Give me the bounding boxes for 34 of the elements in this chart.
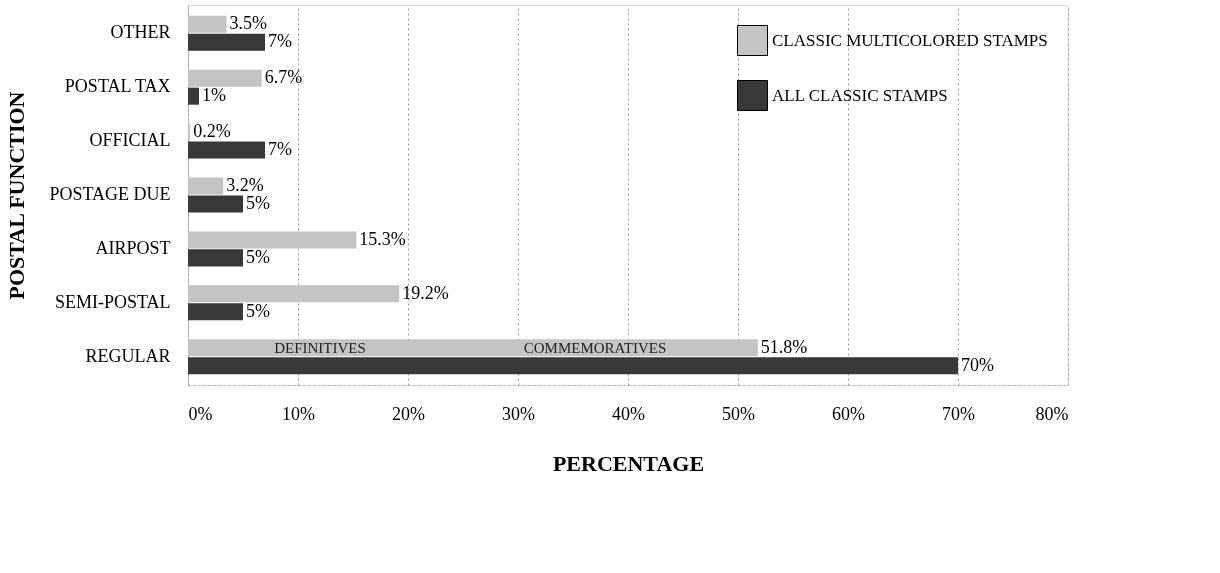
data-label: 0.2% bbox=[193, 121, 231, 142]
data-label: 7% bbox=[268, 139, 292, 160]
y-tick-label: SEMI-POSTAL bbox=[54, 291, 171, 312]
x-tick-label: 60% bbox=[832, 403, 865, 424]
x-tick-label: 40% bbox=[612, 403, 645, 424]
x-axis-title: PERCENTAGE bbox=[552, 450, 705, 476]
data-label: 5% bbox=[246, 246, 270, 267]
data-label: 19.2% bbox=[402, 282, 449, 303]
data-label: 51.8% bbox=[760, 336, 808, 357]
y-tick-label: REGULAR bbox=[85, 345, 171, 366]
y-tick-label: POSTAL TAX bbox=[64, 76, 171, 97]
annotation: COMMEMORATIVES bbox=[523, 339, 667, 356]
y-tick-label: OTHER bbox=[110, 22, 171, 43]
data-label: 1% bbox=[202, 85, 226, 106]
data-label: 15.3% bbox=[359, 228, 406, 249]
x-tick-label: 20% bbox=[392, 403, 425, 424]
legend-label: ALL CLASSIC STAMPS bbox=[772, 85, 948, 105]
data-label: 3.5% bbox=[229, 13, 267, 34]
y-tick-label: AIRPOST bbox=[95, 237, 171, 258]
legend-label: CLASSIC MULTICOLORED STAMPS bbox=[772, 30, 1048, 50]
x-tick-label: 50% bbox=[722, 403, 755, 424]
data-label: 70% bbox=[961, 354, 994, 375]
data-label: 6.7% bbox=[264, 67, 303, 88]
data-label: 5% bbox=[246, 300, 270, 321]
x-tick-label: 80% bbox=[1035, 403, 1069, 424]
x-tick-label: 0% bbox=[188, 403, 213, 424]
annotation: DEFINITIVES bbox=[274, 339, 366, 356]
data-label: 7% bbox=[268, 31, 292, 52]
x-tick-label: 70% bbox=[942, 403, 975, 424]
y-tick-label: OFFICIAL bbox=[89, 130, 171, 151]
x-tick-label: 30% bbox=[502, 403, 535, 424]
x-tick-label: 10% bbox=[282, 403, 315, 424]
y-tick-label: POSTAGE DUE bbox=[49, 184, 171, 204]
y-axis-title: POSTAL FUNCTION bbox=[4, 91, 30, 300]
